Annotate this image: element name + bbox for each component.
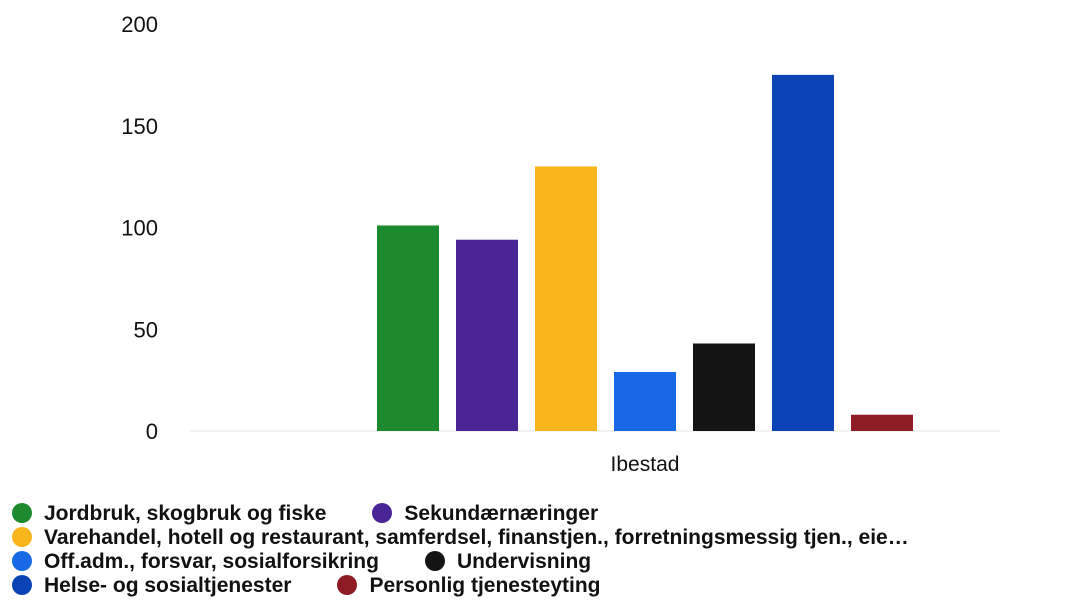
bar-chart: 0 50 100 150 200 Ibestad	[121, 12, 1000, 476]
bar	[693, 343, 755, 431]
legend-label: Sekundærnæringer	[404, 502, 599, 525]
legend-item: Personlig tjenesteyting	[337, 574, 601, 598]
y-tick-label: 0	[146, 419, 158, 444]
legend-label: Jordbruk, skogbruk og fiske	[44, 502, 327, 525]
x-axis: Ibestad	[611, 453, 680, 476]
y-tick-label: 100	[121, 216, 158, 241]
legend-item: Off.adm., forsvar, sosialforsikring	[12, 550, 379, 574]
legend-item: Helse- og sosialtjenester	[12, 574, 291, 598]
y-tick-label: 150	[121, 114, 158, 139]
legend-item: Sekundærnæringer	[372, 502, 598, 526]
legend-item: Undervisning	[424, 550, 592, 574]
legend-swatch	[12, 503, 32, 523]
legend-row: Off.adm., forsvar, sosialforsikring Unde…	[12, 550, 1082, 574]
x-category-label: Ibestad	[611, 453, 680, 476]
legend-swatch	[372, 503, 393, 523]
legend-swatch	[12, 575, 32, 595]
bar	[614, 371, 676, 431]
bar	[535, 166, 597, 431]
legend-label: Off.adm., forsvar, sosialforsikring	[44, 550, 379, 573]
bar	[851, 414, 913, 431]
legend-label: Personlig tjenesteyting	[369, 574, 601, 597]
y-tick-label: 50	[134, 317, 158, 342]
legend-item: Jordbruk, skogbruk og fiske	[12, 502, 326, 526]
legend-swatch	[12, 551, 32, 571]
legend-swatch	[424, 551, 445, 571]
bar	[772, 74, 834, 431]
legend-item: Varehandel, hotell og restaurant, samfer…	[12, 526, 909, 550]
legend-swatch	[12, 527, 32, 547]
legend-label: Helse- og sosialtjenester	[44, 574, 292, 597]
bar	[377, 225, 439, 431]
legend-label: Varehandel, hotell og restaurant, samfer…	[44, 526, 909, 549]
legend-row: Jordbruk, skogbruk og fiske Sekundærnæri…	[12, 502, 1082, 526]
bar	[456, 239, 518, 431]
y-tick-label: 200	[121, 12, 158, 37]
y-axis: 0 50 100 150 200	[121, 12, 1000, 444]
legend: Jordbruk, skogbruk og fiske Sekundærnæri…	[12, 502, 1082, 598]
legend-label: Undervisning	[456, 550, 592, 573]
legend-swatch	[337, 575, 358, 595]
legend-row: Varehandel, hotell og restaurant, samfer…	[12, 526, 1082, 550]
bars	[377, 74, 913, 431]
legend-row: Helse- og sosialtjenester Personlig tjen…	[12, 574, 1082, 598]
